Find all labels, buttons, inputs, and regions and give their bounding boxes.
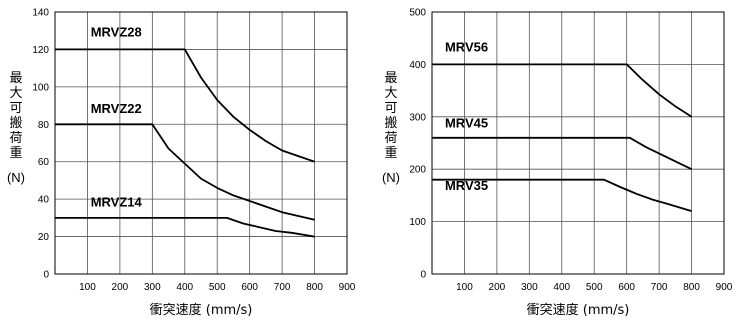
x-axis-label: 衝突速度 (mm/s) [150, 302, 253, 318]
x-tick-label: 900 [716, 282, 733, 293]
y-tick-label: 200 [409, 165, 426, 176]
x-tick-label: 100 [79, 282, 96, 293]
y-axis-label-char: 大 [9, 86, 22, 101]
x-tick-label: 700 [651, 282, 668, 293]
y-axis-label-char: 荷 [9, 131, 22, 146]
chart-1: 0 20 40 60 80 100 120 140 100 200 300 400 500 600 700 8… [7, 8, 356, 319]
y-axis-label-char: 大 [384, 86, 397, 101]
series-label-mrv35: MRV35 [445, 178, 488, 193]
x-tick-label: 300 [144, 282, 161, 293]
y-tick-label: 40 [38, 195, 50, 206]
series-label-mrv56: MRV56 [445, 39, 488, 54]
series-line-mrvz22 [55, 123, 315, 221]
y-tick-label: 0 [420, 270, 426, 281]
x-tick-label: 400 [176, 282, 193, 293]
x-tick-label: 200 [489, 282, 506, 293]
y-axis-label-char: 搬 [9, 116, 22, 131]
x-tick-label: 100 [456, 282, 473, 293]
y-tick-label: 0 [43, 270, 49, 281]
y-axis-label-char: 搬 [384, 116, 397, 131]
y-tick-label: 100 [409, 217, 426, 228]
x-tick-label: 800 [306, 282, 323, 293]
series-line-mrv45 [432, 136, 692, 171]
series-label-mrv45: MRV45 [445, 115, 488, 130]
x-tick-label: 400 [553, 282, 570, 293]
y-tick-label: 80 [38, 120, 50, 131]
series-label-mrvz22: MRVZ22 [91, 101, 142, 116]
y-tick-label: 120 [32, 45, 49, 56]
y-axis-label-char: 可 [384, 101, 397, 116]
y-axis-label-char: 重 [384, 145, 397, 161]
x-tick-label: 800 [683, 282, 700, 293]
y-tick-label: 500 [409, 8, 426, 19]
x-tick-label: 700 [274, 282, 291, 293]
x-axis-label: 衝突速度 (mm/s) [527, 302, 630, 318]
plot-frame [431, 11, 725, 275]
y-tick-label: 20 [38, 232, 50, 243]
series-line-mrv35 [432, 178, 692, 212]
y-tick-label: 400 [409, 60, 426, 71]
y-axis-unit: (N) [382, 170, 400, 185]
y-axis-label-char: 最 [384, 71, 397, 86]
plot-frame [54, 11, 348, 275]
y-axis-label-char: 重 [9, 145, 22, 161]
y-tick-label: 300 [409, 112, 426, 123]
y-axis-unit: (N) [7, 170, 25, 185]
x-tick-label: 500 [586, 282, 603, 293]
series-label-mrvz14: MRVZ14 [91, 195, 143, 210]
x-tick-label: 600 [241, 282, 258, 293]
y-axis-label-char: 最 [9, 71, 22, 86]
x-tick-label: 600 [618, 282, 635, 293]
y-axis-label-char: 可 [9, 101, 22, 116]
series-line-mrv56 [432, 63, 693, 118]
x-tick-label: 500 [209, 282, 226, 293]
x-tick-label: 900 [339, 282, 356, 293]
series-line-mrvz14 [55, 217, 315, 238]
chart-2: 0 100 200 300 400 500 100 200 300 400 500 600 700 800… [382, 8, 733, 319]
y-tick-label: 60 [38, 157, 50, 168]
series-label-mrvz28: MRVZ28 [91, 24, 142, 39]
y-axis-label-char: 荷 [384, 131, 397, 146]
x-tick-label: 200 [112, 282, 129, 293]
y-tick-label: 100 [32, 82, 49, 93]
series-line-mrvz28 [55, 48, 315, 163]
x-tick-label: 300 [521, 282, 538, 293]
y-tick-label: 140 [32, 8, 49, 19]
